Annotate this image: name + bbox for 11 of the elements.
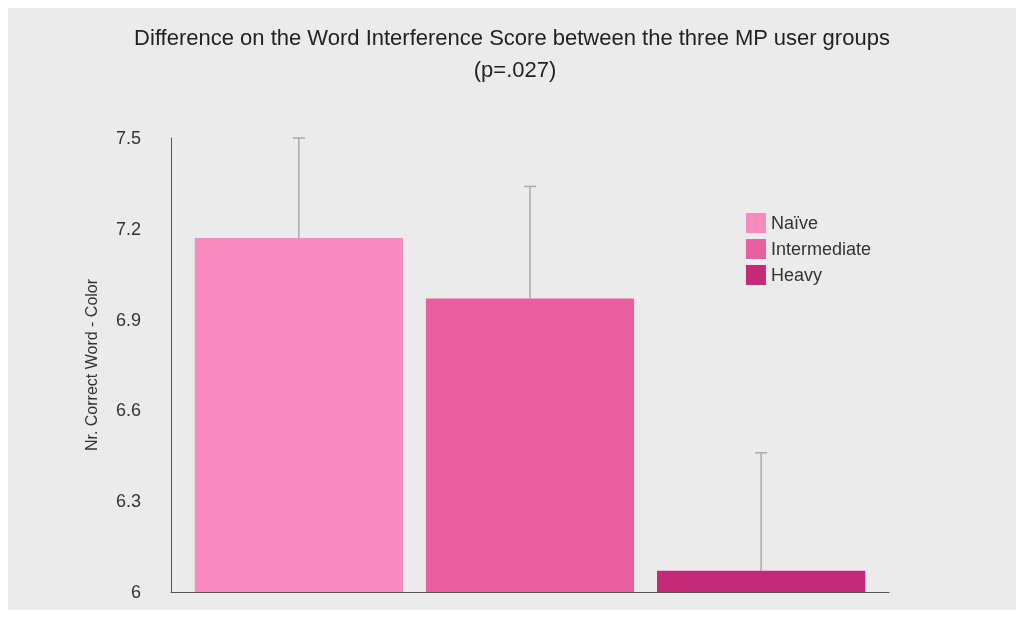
legend-label: Heavy xyxy=(770,265,822,285)
y-tick-label: 6 xyxy=(130,582,141,602)
chart-title: Difference on the Word Interference Score between the three MP user groups (p=.027) xyxy=(134,24,890,82)
y-tick-label: 7.2 xyxy=(115,218,141,239)
y-tick-label: 7.5 xyxy=(115,128,141,148)
y-tick-label: 6.3 xyxy=(115,491,141,512)
legend-label: Intermediate xyxy=(770,239,872,259)
y-tick-label: 6.6 xyxy=(115,400,141,421)
legend-label: Naïve xyxy=(770,213,818,233)
y-tick-label: 6.9 xyxy=(115,309,141,330)
y-axis-title: Nr. Correct Word - Color xyxy=(82,278,100,452)
